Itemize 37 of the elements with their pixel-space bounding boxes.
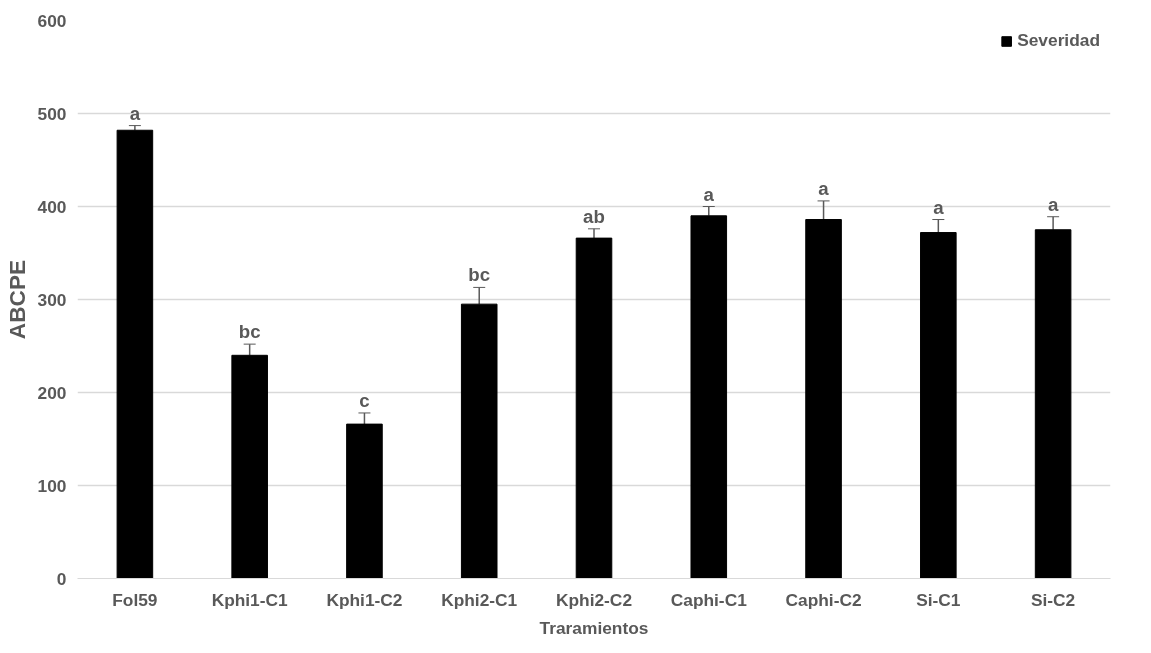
x-axis-title: Traramientos (539, 617, 649, 638)
bar (1034, 229, 1072, 579)
y-tick-label: 500 (37, 103, 67, 124)
annotation: a (818, 177, 830, 199)
y-tick-label: 400 (37, 196, 67, 217)
annotation: a (933, 196, 945, 218)
y-axis-title: ABCPE (3, 259, 30, 340)
bar (805, 219, 842, 579)
bar (116, 129, 154, 579)
y-tick-label: 200 (37, 382, 67, 403)
x-tick-label: Caphi-C2 (785, 589, 862, 610)
legend-label: Severidad (1017, 30, 1100, 51)
x-tick-label: Kphi1-C2 (326, 589, 403, 610)
annotation: c (359, 389, 370, 411)
bar (346, 423, 383, 579)
x-tick-label: Kphi2-C2 (555, 589, 633, 610)
x-tick-label: Kphi1-C1 (211, 589, 289, 610)
annotation: a (703, 183, 715, 205)
bar (690, 215, 728, 579)
annotation: bc (238, 321, 261, 343)
annotation: bc (468, 264, 491, 286)
x-tick-label: Fol59 (112, 589, 158, 610)
x-tick-label: Si-C2 (1030, 589, 1076, 610)
annotation: ab (583, 205, 605, 227)
bar (575, 237, 613, 579)
x-tick-label: Caphi-C1 (670, 589, 748, 610)
annotation: a (1047, 193, 1059, 215)
y-tick-label: 300 (37, 289, 67, 310)
bar (460, 303, 498, 579)
annotation: a (129, 102, 141, 124)
x-tick-label: Kphi2-C1 (441, 589, 518, 610)
y-tick-label: 600 (37, 10, 67, 31)
y-tick-label: 0 (56, 568, 67, 589)
x-tick-label: Si-C1 (916, 589, 961, 610)
bar (231, 354, 268, 579)
bar (920, 232, 957, 579)
y-tick-label: 100 (37, 475, 67, 496)
